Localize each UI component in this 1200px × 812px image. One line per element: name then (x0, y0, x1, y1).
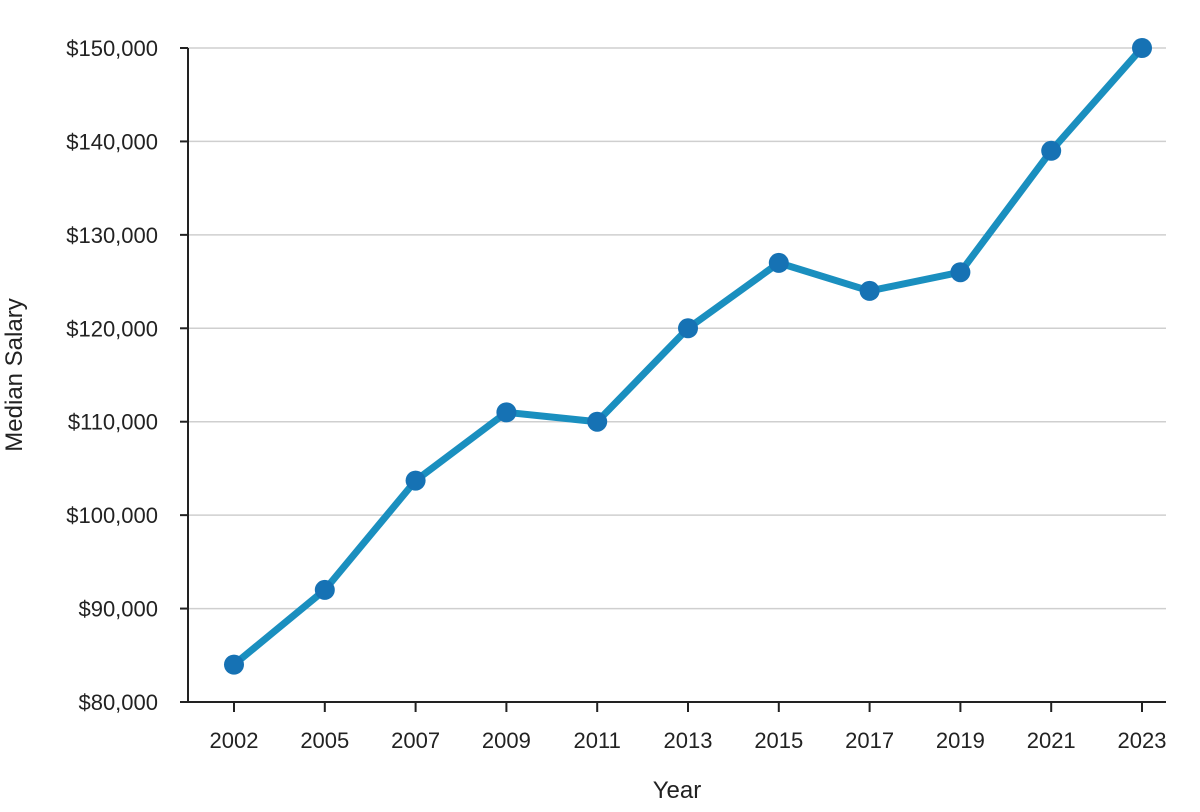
data-point (405, 470, 426, 491)
y-tick-labels: $80,000 $90,000 $100,000 $110,000 $120,000 $1… (66, 36, 188, 715)
y-axis-title: Median Salary (1, 298, 28, 451)
x-tick-label: 2009 (482, 728, 531, 753)
data-point (1132, 38, 1152, 58)
data-point (950, 262, 971, 283)
y-tick-label: $90,000 (78, 597, 158, 622)
series (224, 38, 1152, 675)
data-point (224, 654, 244, 675)
series-line (230, 44, 1146, 669)
y-tick-label: $130,000 (66, 223, 158, 248)
x-tick-label: 2017 (845, 728, 894, 753)
x-tick-label: 2002 (210, 728, 259, 753)
y-tick-label: $110,000 (68, 410, 158, 435)
data-point (768, 252, 789, 273)
x-tick-label: 2021 (1027, 728, 1076, 753)
x-tick-label: 2015 (754, 728, 803, 753)
x-tick-labels: 2002 2005 2007 2009 2011 2013 2015 2017 2019 2021… (210, 702, 1167, 753)
y-tick-label: $140,000 (66, 129, 158, 154)
y-tick-label: $80,000 (78, 690, 158, 715)
x-tick-label: 2019 (936, 728, 985, 753)
x-tick-label: 2023 (1118, 728, 1167, 753)
x-axis-title: Year (653, 777, 702, 804)
x-tick-label: 2011 (574, 728, 621, 753)
y-tick-label: $120,000 (66, 316, 158, 341)
data-point (678, 318, 698, 339)
data-point (587, 411, 608, 432)
x-tick-label: 2013 (664, 728, 713, 753)
data-point (859, 280, 880, 301)
gridlines (188, 47, 1166, 610)
axes (187, 48, 1166, 703)
y-tick-label: $150,000 (66, 36, 158, 61)
data-point (314, 579, 335, 600)
data-point (496, 402, 517, 423)
y-tick-label: $100,000 (66, 503, 158, 528)
x-tick-label: 2007 (391, 728, 440, 753)
x-tick-label: 2005 (300, 728, 349, 753)
data-point (1041, 140, 1062, 161)
